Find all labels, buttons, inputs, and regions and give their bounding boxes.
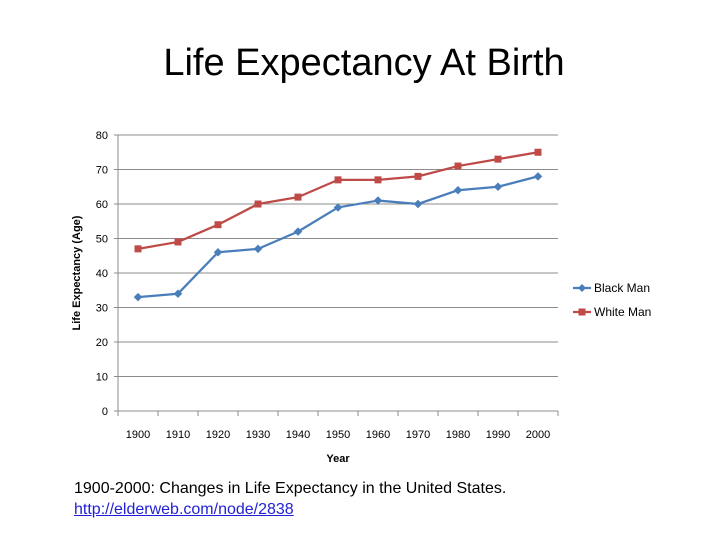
legend-marker-square — [578, 308, 586, 316]
data-point-diamond — [413, 199, 423, 209]
data-point-square — [254, 200, 262, 208]
series-line-white-man — [137, 151, 539, 250]
y-axis-title: Life Expectancy (Age) — [71, 215, 83, 330]
x-tick-label: 1920 — [206, 429, 230, 441]
data-point-square — [174, 238, 182, 246]
x-tick-label: 1990 — [486, 429, 510, 441]
x-tick-label: 1970 — [406, 429, 430, 441]
data-point-diamond — [493, 182, 503, 192]
caption-text: 1900-2000: Changes in Life Expectancy in… — [74, 480, 507, 497]
y-tick-label: 40 — [96, 268, 108, 280]
data-point-square — [334, 176, 342, 184]
source-link[interactable]: http://elderweb.com/node/2838 — [74, 501, 294, 518]
y-tick-label: 80 — [96, 130, 108, 142]
x-tick-label: 1980 — [446, 429, 470, 441]
data-point-square — [534, 148, 542, 156]
legend-marker-diamond — [578, 284, 586, 292]
x-tick-label: 1940 — [286, 429, 310, 441]
data-point-diamond — [453, 185, 463, 195]
x-tick-label: 1960 — [366, 429, 390, 441]
x-tick-label: 1900 — [126, 429, 150, 441]
data-point-square — [374, 176, 382, 184]
data-point-diamond — [253, 244, 263, 254]
data-point-square — [294, 193, 302, 201]
x-axis-title: Year — [326, 453, 350, 465]
data-point-diamond — [293, 227, 303, 236]
legend-label: White Man — [594, 305, 651, 319]
data-point-square — [494, 155, 502, 163]
y-tick-label: 60 — [96, 199, 108, 211]
y-tick-label: 70 — [96, 165, 108, 177]
data-point-square — [214, 221, 222, 229]
y-tick-label: 30 — [96, 303, 108, 315]
data-point-square — [414, 172, 422, 180]
data-point-diamond — [533, 172, 543, 181]
data-point-diamond — [133, 292, 143, 302]
slide-caption: 1900-2000: Changes in Life Expectancy in… — [74, 478, 506, 520]
y-tick-label: 50 — [96, 234, 108, 246]
data-point-diamond — [173, 289, 183, 299]
x-tick-label: 2000 — [526, 429, 550, 441]
data-point-diamond — [333, 203, 343, 212]
data-point-square — [134, 245, 142, 253]
data-point-square — [454, 162, 462, 170]
data-point-diamond — [373, 196, 383, 205]
data-point-diamond — [213, 247, 223, 257]
legend-label: Black Man — [594, 281, 650, 295]
slide-title: Life Expectancy At Birth — [163, 42, 565, 84]
x-tick-label: 1950 — [326, 429, 350, 441]
x-tick-label: 1930 — [246, 429, 270, 441]
x-tick-label: 1910 — [166, 429, 190, 441]
y-tick-label: 0 — [102, 406, 108, 418]
y-tick-label: 20 — [96, 337, 108, 349]
y-tick-label: 10 — [96, 372, 108, 384]
series-line-black-man — [137, 175, 539, 299]
